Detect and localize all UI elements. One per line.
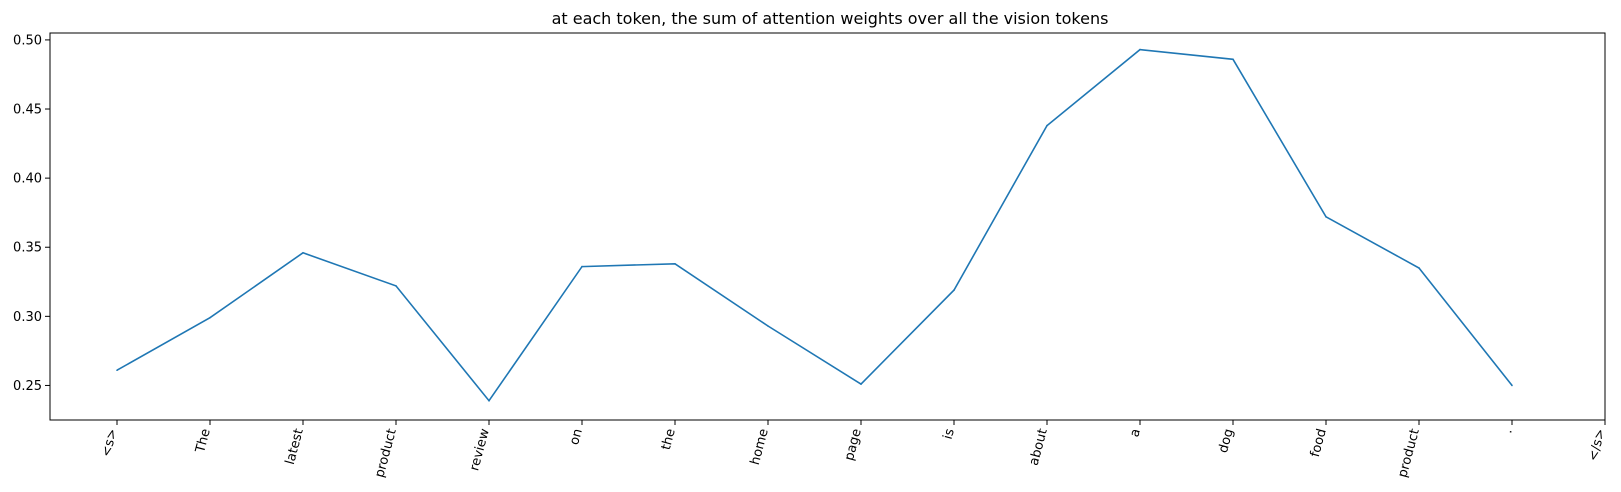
y-tick-label: 0.35 <box>13 241 42 256</box>
x-tick-label: food <box>1308 427 1330 459</box>
x-tick-label: on <box>567 427 586 447</box>
data-point <box>395 285 397 287</box>
series-layer <box>116 48 1513 403</box>
data-point <box>209 316 211 319</box>
data-point <box>953 289 955 291</box>
data-point <box>1139 48 1141 51</box>
plot-frame <box>49 32 1606 421</box>
x-tick-label: <s> <box>99 427 121 458</box>
data-point <box>1046 124 1048 127</box>
x-tick-label: latest <box>283 427 307 466</box>
y-tick-label: 0.50 <box>13 33 42 48</box>
x-tick-label: the <box>659 427 679 451</box>
data-point <box>488 399 490 402</box>
series-line <box>116 48 1513 403</box>
x-tick-label: about <box>1027 427 1051 467</box>
y-tick-label: 0.45 <box>13 103 42 118</box>
x-tick-label: home <box>748 427 772 466</box>
x-tick-label: review <box>467 427 493 473</box>
data-point <box>302 251 304 254</box>
y-tick-label: 0.30 <box>13 310 42 325</box>
data-point <box>674 263 676 265</box>
y-axis: 0.25 0.30 0.35 0.40 0.45 0.50 <box>13 33 50 394</box>
x-tick-label: page <box>842 427 865 462</box>
y-tick-label: 0.40 <box>13 172 42 187</box>
x-tick-label: . <box>1500 427 1516 435</box>
x-tick-label: The <box>193 427 214 455</box>
y-tick-label: 0.25 <box>13 379 42 394</box>
data-point <box>581 265 583 268</box>
data-point <box>1325 216 1327 218</box>
x-axis: <s> The latest product review on the home page is… <box>99 420 1609 479</box>
data-point <box>116 369 118 372</box>
data-point <box>1232 58 1234 61</box>
x-tick-label: product <box>372 427 399 479</box>
x-tick-label: </s> <box>1586 427 1609 463</box>
x-tick-label: is <box>941 427 958 441</box>
data-point <box>1511 384 1513 387</box>
data-point <box>767 325 769 327</box>
x-tick-label: a <box>1127 427 1144 439</box>
x-tick-label: product <box>1395 427 1422 479</box>
data-point <box>1418 267 1420 269</box>
x-tick-label: dog <box>1216 427 1237 455</box>
chart-title: at each token, the sum of attention weig… <box>552 9 1109 28</box>
data-point <box>860 383 862 385</box>
